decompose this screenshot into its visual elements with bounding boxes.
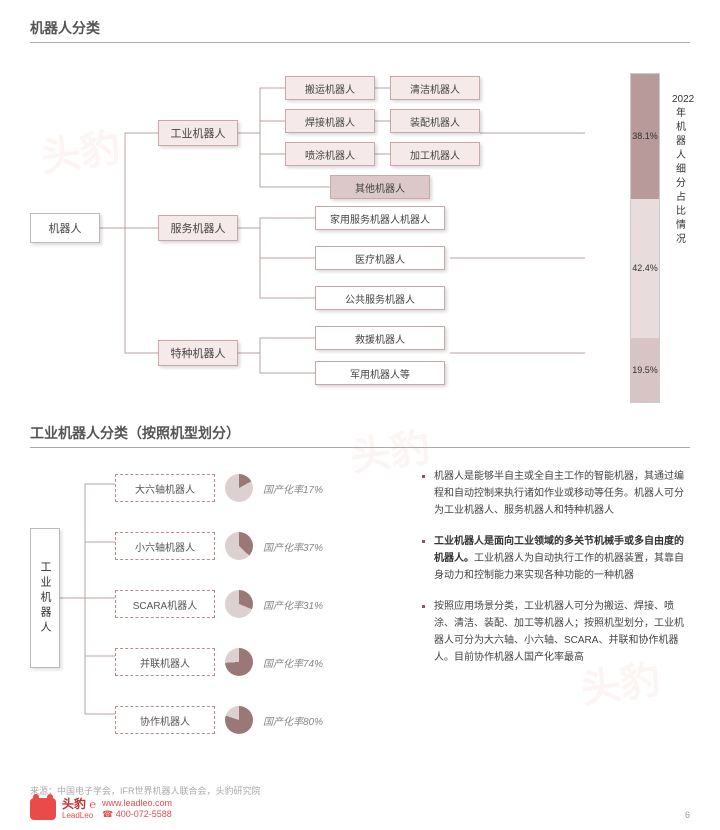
- footer-phone: ☎ 400-072-5588: [102, 809, 172, 820]
- robot-type-row: 并联机器人 国产化率74%: [115, 642, 323, 682]
- pie-label: 国产化率17%: [263, 481, 323, 496]
- pie-label: 国产化率80%: [263, 713, 323, 728]
- leaf-node: 喷涂机器人: [285, 142, 375, 166]
- leaf-node: 救援机器人: [315, 326, 445, 350]
- bullet-item: 机器人是能够半自主或全自主工作的智能机器，其通过编程和自动控制来执行诸如作业或移…: [434, 468, 690, 519]
- robot-type-box: 大六轴机器人: [115, 474, 215, 502]
- leaf-node: 医疗机器人: [315, 246, 445, 270]
- bullet-item: 工业机器人是面向工业领域的多关节机械手或多自由度的机器人。工业机器人为自动执行工…: [434, 533, 690, 584]
- pie-icon: [225, 648, 253, 676]
- branch-service: 服务机器人: [158, 215, 238, 241]
- leaf-node: 搬运机器人: [285, 76, 375, 100]
- pie-icon: [225, 706, 253, 734]
- robot-type-row: 小六轴机器人 国产化率37%: [115, 526, 323, 566]
- stacked-segment: 42.4%: [631, 199, 659, 338]
- tree-diagram-2: 工业机器人 大六轴机器人 国产化率17% 小六轴机器人 国产化率37% SCARA机器人…: [30, 458, 690, 778]
- stacked-segment: 19.5%: [631, 338, 659, 402]
- branch-industrial: 工业机器人: [158, 120, 238, 146]
- leaf-node: 家用服务机器人机器人: [315, 206, 445, 230]
- leaf-node: 清洁机器人: [390, 76, 480, 100]
- root-node: 机器人: [30, 213, 100, 243]
- leopard-icon: [30, 798, 56, 820]
- tree-diagram-1: 机器人 工业机器人 服务机器人 特种机器人 搬运机器人 清洁机器人 焊接机器人 …: [30, 53, 690, 423]
- s2-root: 工业机器人: [30, 528, 60, 668]
- brand-name: 头豹: [62, 797, 86, 811]
- robot-type-row: 大六轴机器人 国产化率17%: [115, 468, 323, 508]
- pie-icon: [225, 590, 253, 618]
- robot-type-row: SCARA机器人 国产化率31%: [115, 584, 323, 624]
- page-number: 6: [685, 810, 690, 820]
- bullet-item: 按照应用场景分类，工业机器人可分为搬运、焊接、喷涂、清洁、装配、加工等机器人；按…: [434, 598, 690, 666]
- section2-title: 工业机器人分类（按照机型划分）: [30, 423, 690, 448]
- robot-type-box: 小六轴机器人: [115, 532, 215, 560]
- bullet-list: 机器人是能够半自主或全自主工作的智能机器，其通过编程和自动控制来执行诸如作业或移…: [420, 468, 690, 680]
- branch-special: 特种机器人: [158, 340, 238, 366]
- stacked-segment: 38.1%: [631, 74, 659, 199]
- pie-label: 国产化率31%: [263, 597, 323, 612]
- leaf-node: 其他机器人: [330, 175, 430, 199]
- pie-icon: [225, 532, 253, 560]
- footer: 头豹 ℮ LeadLeo www.leadleo.com ☎ 400-072-5…: [30, 798, 690, 820]
- robot-type-row: 协作机器人 国产化率80%: [115, 700, 323, 740]
- brand-sub: LeadLeo: [62, 811, 96, 820]
- leaf-node: 装配机器人: [390, 109, 480, 133]
- footer-url: www.leadleo.com: [102, 798, 172, 809]
- robot-type-box: 协作机器人: [115, 706, 215, 734]
- section1-title: 机器人分类: [30, 18, 690, 43]
- leaf-node: 加工机器人: [390, 142, 480, 166]
- brand-logo: 头豹 ℮ LeadLeo www.leadleo.com ☎ 400-072-5…: [30, 798, 172, 820]
- source-text: 来源：中国电子学会，IFR世界机器人联合会，头豹研究院: [30, 784, 690, 797]
- stacked-bar: 38.1%42.4%19.5%: [630, 73, 660, 403]
- pie-label: 国产化率74%: [263, 655, 323, 670]
- robot-type-box: 并联机器人: [115, 648, 215, 676]
- pie-icon: [225, 474, 253, 502]
- leaf-node: 公共服务机器人: [315, 286, 445, 310]
- leaf-node: 焊接机器人: [285, 109, 375, 133]
- robot-type-box: SCARA机器人: [115, 590, 215, 618]
- pie-label: 国产化率37%: [263, 539, 323, 554]
- stacked-label: 2022年机器人细分占比情况: [672, 93, 690, 247]
- leaf-node: 军用机器人等: [315, 361, 445, 385]
